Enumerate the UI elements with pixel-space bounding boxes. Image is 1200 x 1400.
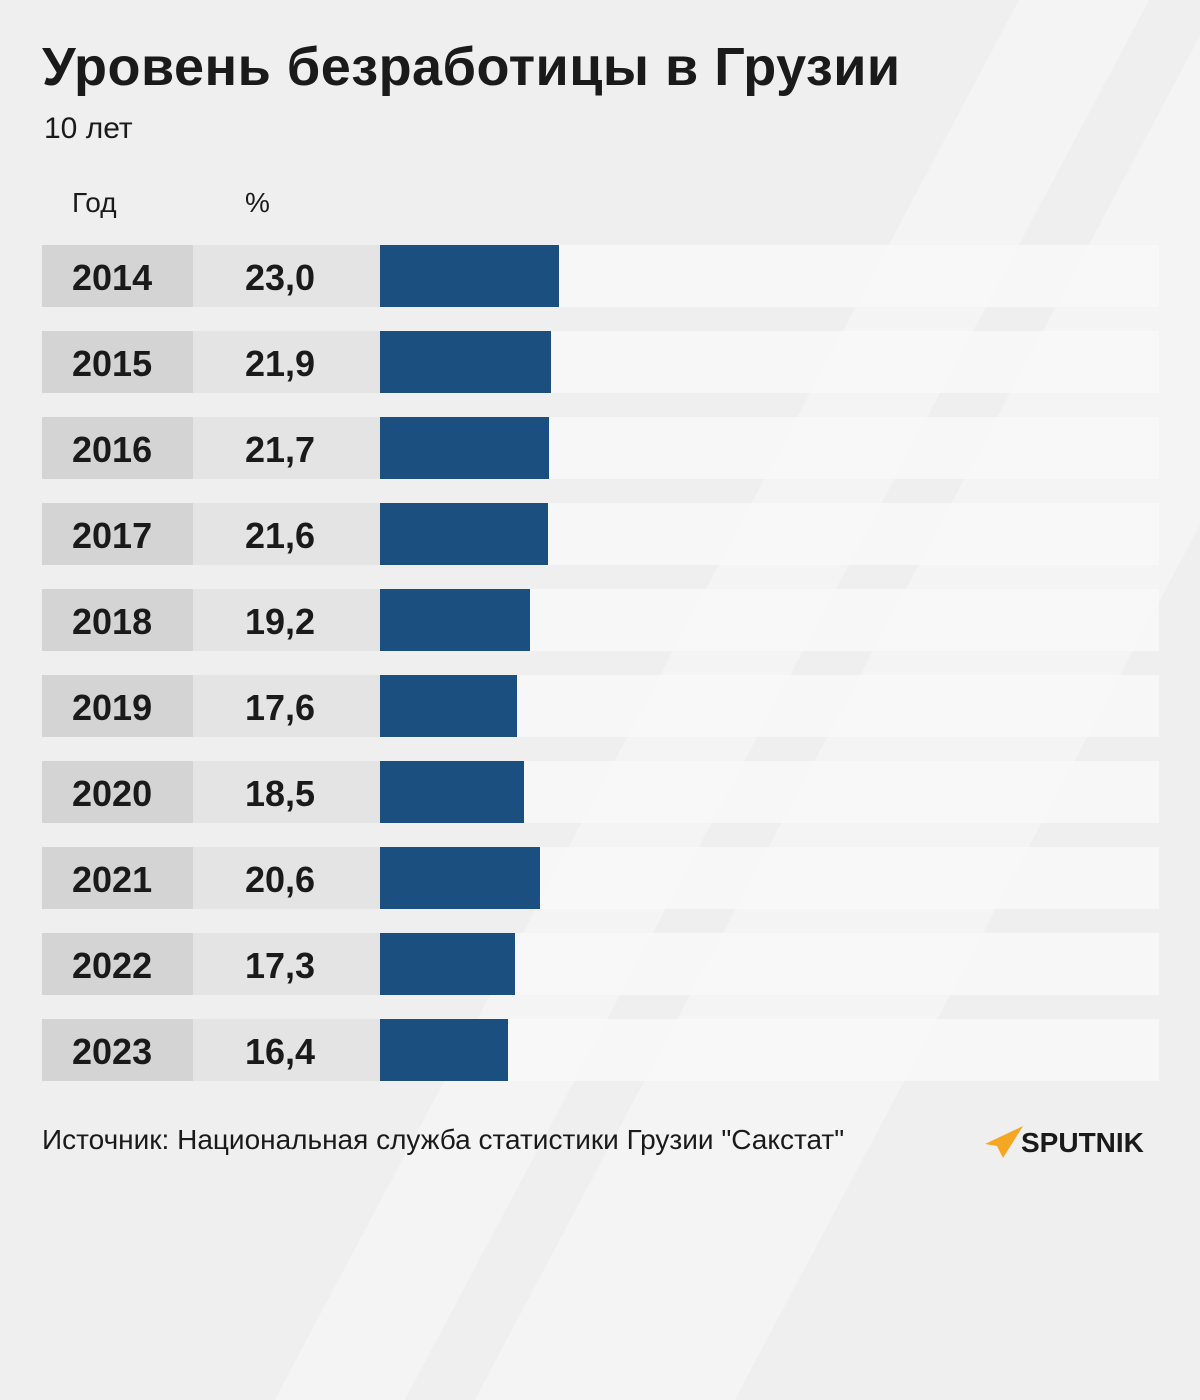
value-label: 20,6 [245,859,316,900]
bar-row: 2016 21,7 [42,417,1159,479]
value-label: 17,6 [245,687,316,728]
year-label: 2019 [72,687,153,728]
value-cell [193,503,380,565]
year-label: 2016 [72,429,153,470]
value-label: 23,0 [245,257,316,298]
value-cell [193,245,380,307]
year-cell: 2016 [42,417,193,479]
value-cell [193,761,380,823]
bar-row: 2020 18,5 [42,761,1159,823]
bar-row: 2017 21,6 [42,503,1159,565]
year-cell: 2017 [42,503,193,565]
bar [380,675,518,737]
value-cell [193,675,380,737]
source-note: Источник: Национальная служба статистики… [42,1124,845,1155]
bar [380,933,515,995]
value-label: 21,7 [245,429,316,470]
value-label: 17,3 [245,945,316,986]
sputnik-logo: SPUTNIK [983,1122,1163,1162]
year-cell: 2019 [42,675,193,737]
bar-row: 2022 17,3 [42,933,1159,995]
year-label: 2018 [72,601,153,642]
bar [380,503,549,565]
bar-row: 2014 23,0 [42,245,1159,307]
year-cell: 2021 [42,847,193,909]
bar-row: 2015 21,9 [42,331,1159,393]
value-label: 21,6 [245,515,316,556]
year-label: 2017 [72,515,153,556]
value-cell [193,847,380,909]
bar-row: 2019 17,6 [42,675,1159,737]
year-label: 2021 [72,859,153,900]
bar [380,761,525,823]
page-title: Уровень безработицы в Грузии [42,37,901,97]
year-cell: 2020 [42,761,193,823]
year-label: 2020 [72,773,153,814]
value-label: 19,2 [245,601,316,642]
year-label: 2014 [72,257,153,298]
value-label: 18,5 [245,773,316,814]
bar-row: 2023 16,4 [42,1019,1159,1081]
bar [380,589,530,651]
bar [380,245,560,307]
bar [380,847,541,909]
percent-header: % [245,187,270,218]
bar [380,331,551,393]
svg-text:SPUTNIK: SPUTNIK [1021,1127,1144,1158]
value-cell [193,417,380,479]
year-cell: 2023 [42,1019,193,1081]
value-cell [193,331,380,393]
year-header: Год [72,187,117,218]
year-cell: 2015 [42,331,193,393]
value-cell [193,1019,380,1081]
bar [380,417,550,479]
bar-row: 2018 19,2 [42,589,1159,651]
bar-track [380,1019,1159,1081]
bar [380,1019,508,1081]
year-cell: 2022 [42,933,193,995]
value-cell [193,589,380,651]
year-label: 2022 [72,945,153,986]
subtitle: 10 лет [44,112,133,145]
value-label: 21,9 [245,343,316,384]
bar-row: 2021 20,6 [42,847,1159,909]
year-cell: 2018 [42,589,193,651]
value-cell [193,933,380,995]
value-label: 16,4 [245,1031,316,1072]
year-cell: 2014 [42,245,193,307]
year-label: 2023 [72,1031,153,1072]
year-label: 2015 [72,343,153,384]
